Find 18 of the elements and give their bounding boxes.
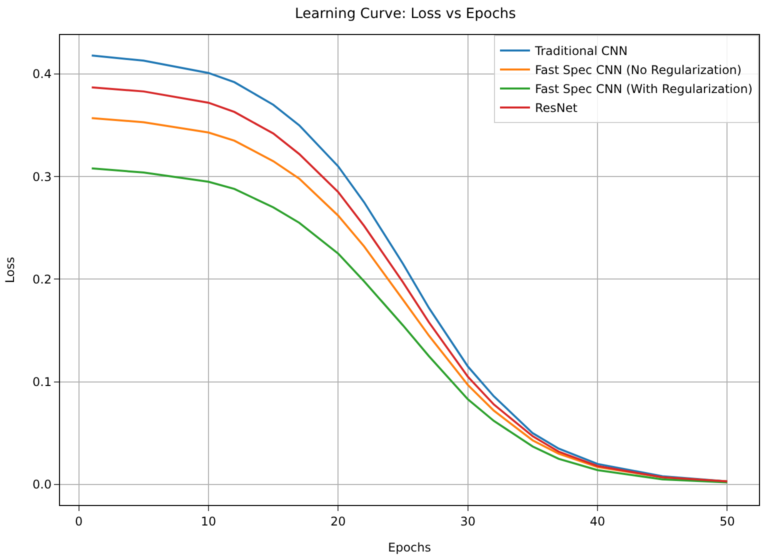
legend-label: Fast Spec CNN (No Regularization)	[535, 63, 742, 78]
y-tick-label: 0.4	[32, 67, 52, 82]
x-tick-label: 10	[200, 514, 216, 528]
x-tick-label: 50	[720, 514, 735, 528]
x-tick-label: 0	[74, 514, 83, 528]
y-tick-label: 0.2	[32, 272, 52, 286]
y-tick-label: 0.0	[32, 478, 52, 492]
x-axis-title: Epochs	[388, 540, 431, 554]
x-tick-label: 40	[590, 514, 606, 528]
y-axis-title: Loss	[2, 256, 17, 284]
x-tick-label: 20	[330, 514, 346, 528]
legend-label: Traditional CNN	[534, 44, 628, 58]
y-tick-label: 0.1	[32, 375, 52, 390]
y-tick-label: 0.3	[32, 170, 52, 184]
x-tick-label: 30	[460, 514, 476, 528]
legend-label: Fast Spec CNN (With Regularization)	[535, 82, 753, 96]
legend-label: ResNet	[535, 101, 578, 116]
chart-title: Learning Curve: Loss vs Epochs	[294, 6, 516, 22]
